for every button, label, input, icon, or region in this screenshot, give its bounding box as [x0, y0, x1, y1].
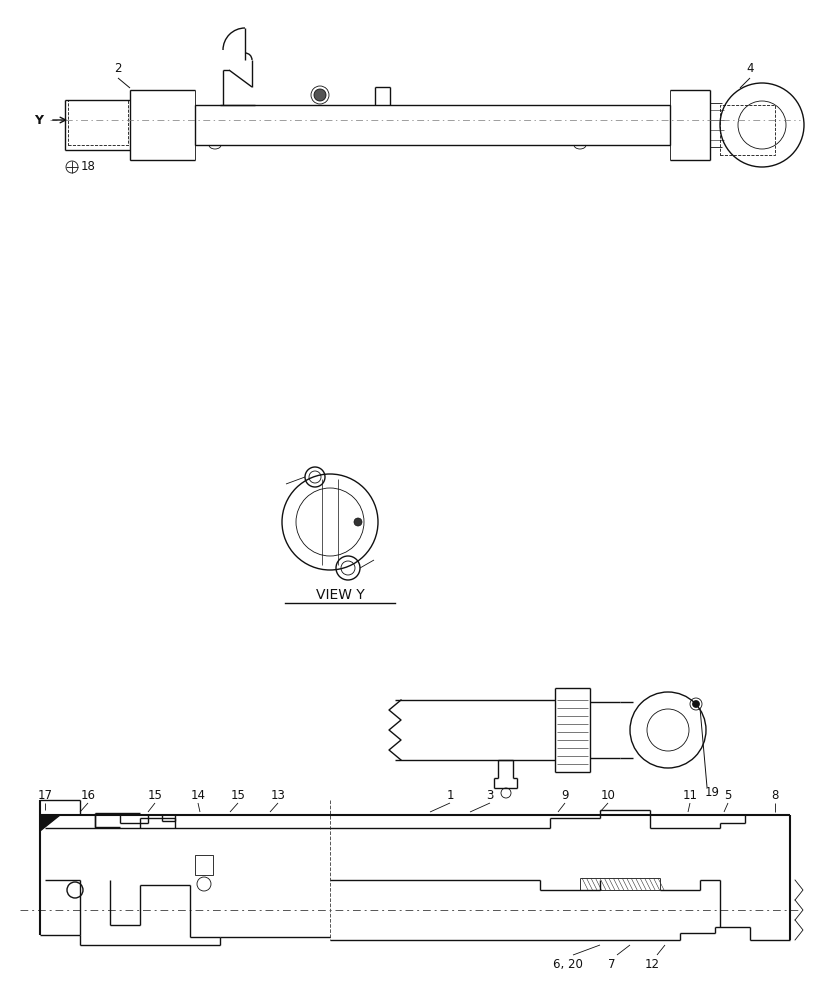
- Text: 2: 2: [114, 62, 122, 75]
- Text: 10: 10: [601, 789, 615, 802]
- Bar: [720, 105, 775, 155]
- Polygon shape: [40, 815, 60, 831]
- Text: 19: 19: [705, 786, 720, 798]
- Text: 8: 8: [771, 789, 778, 802]
- Text: 7: 7: [608, 958, 616, 971]
- Text: 13: 13: [271, 789, 286, 802]
- Circle shape: [693, 700, 699, 708]
- Text: 3: 3: [486, 789, 494, 802]
- Text: 16: 16: [81, 789, 95, 802]
- Bar: [68, 100, 128, 145]
- Bar: [195, 105, 670, 145]
- Text: 18: 18: [81, 160, 95, 174]
- Text: 11: 11: [682, 789, 698, 802]
- Text: 9: 9: [561, 789, 569, 802]
- Circle shape: [354, 518, 362, 526]
- Text: 5: 5: [725, 789, 732, 802]
- Text: Y: Y: [34, 113, 43, 126]
- Bar: [195, 855, 213, 875]
- Text: 15: 15: [231, 789, 246, 802]
- Text: 17: 17: [38, 789, 52, 802]
- Text: 4: 4: [747, 62, 754, 75]
- Text: 1: 1: [446, 789, 454, 802]
- Circle shape: [314, 89, 326, 101]
- Text: 12: 12: [645, 958, 659, 971]
- Text: 15: 15: [148, 789, 162, 802]
- Text: 14: 14: [190, 789, 206, 802]
- Text: VIEW Y: VIEW Y: [316, 588, 365, 602]
- Text: 6, 20: 6, 20: [553, 958, 583, 971]
